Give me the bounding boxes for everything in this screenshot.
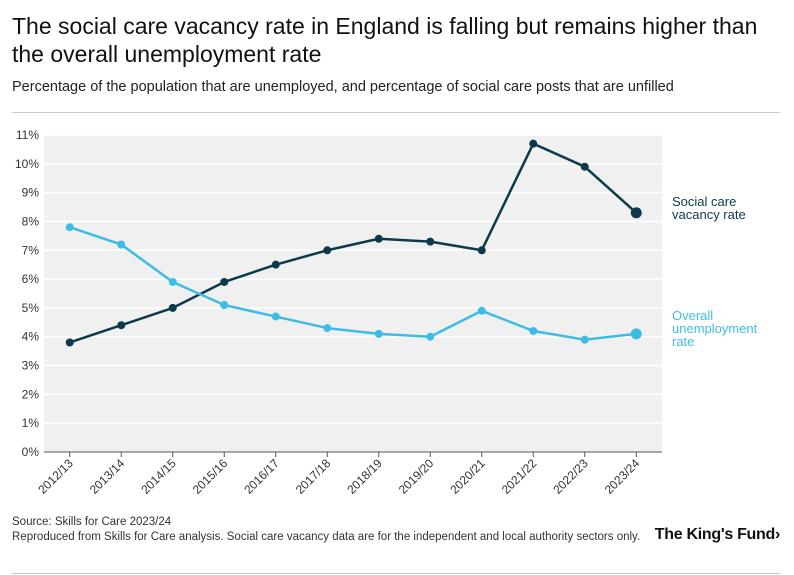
data-point (117, 321, 126, 330)
y-tick-label: 8% (22, 214, 40, 228)
series-label: Social care vacancy rate (672, 194, 746, 222)
x-tick-label: 2015/16 (190, 456, 231, 497)
y-tick-label: 3% (22, 359, 40, 373)
data-point (323, 246, 332, 255)
y-tick-label: 7% (22, 243, 40, 257)
data-point (426, 237, 435, 246)
data-point (271, 260, 280, 269)
series-label-line: Social care (672, 194, 736, 209)
data-point (323, 324, 332, 333)
x-tick-label: 2018/19 (344, 456, 385, 497)
y-tick-label: 9% (22, 186, 40, 200)
source-text: Source: Skills for Care 2023/24 (12, 516, 172, 528)
y-tick-label: 4% (22, 330, 40, 344)
x-tick-label: 2017/18 (293, 456, 334, 497)
x-tick-label: 2022/23 (550, 456, 591, 497)
x-tick-label: 2013/14 (87, 456, 128, 497)
bottom-divider (12, 573, 780, 574)
data-point (477, 246, 486, 255)
series-group (65, 139, 642, 347)
x-axis: 2012/13 2013/14 2014/15 2015/16 2016/17 2017/… (35, 451, 662, 497)
x-tick-label: 2014/15 (138, 456, 179, 497)
gridlines (44, 134, 662, 424)
data-point (580, 162, 589, 171)
y-tick-label: 6% (22, 272, 40, 286)
data-point (477, 306, 486, 315)
data-point (220, 277, 229, 286)
y-axis: 0% 1% 2% 3% 4% 5% 6% 7% 8% 9% 10% 11% (15, 128, 39, 459)
x-tick-label: 2019/20 (396, 456, 437, 497)
series-label: Overall unemployment rate (672, 308, 758, 349)
series-label-line: rate (672, 334, 694, 349)
data-point (168, 277, 177, 286)
data-point (426, 332, 435, 341)
y-tick-label: 1% (22, 416, 40, 430)
data-point (374, 234, 383, 243)
source-block: Source: Skills for Care 2023/24 Reproduc… (12, 515, 642, 545)
data-point (65, 223, 74, 232)
series-line (68, 142, 638, 344)
x-tick-label: 2023/24 (602, 456, 643, 497)
x-tick-label: 2020/21 (447, 456, 488, 497)
data-point (529, 326, 538, 335)
series-label-line: unemployment (672, 321, 758, 336)
data-point (630, 328, 642, 340)
series-labels: Social care vacancy rate Overall unemployme… (672, 194, 758, 349)
x-tick-label: 2021/22 (499, 456, 540, 497)
kings-fund-logo: The King's Fund› (654, 526, 781, 543)
x-tick-label: 2012/13 (35, 456, 76, 497)
y-tick-label: 2% (22, 387, 40, 401)
series-label-line: vacancy rate (672, 207, 746, 222)
data-point (580, 335, 589, 344)
data-point (529, 139, 538, 148)
data-point (220, 301, 229, 310)
y-tick-label: 11% (16, 128, 39, 142)
chart-subtitle: Percentage of the population that are un… (12, 79, 674, 95)
data-point (65, 338, 74, 347)
data-point (271, 312, 280, 321)
data-point (374, 329, 383, 338)
series-label-line: Overall (672, 308, 713, 323)
line-chart: 0% 1% 2% 3% 4% 5% 6% 7% 8% 9% 10% 11% 2012/13 2013/1… (15, 128, 758, 497)
y-tick-label: 0% (22, 445, 40, 459)
plot-background (44, 135, 662, 452)
series-line (68, 225, 638, 341)
y-tick-label: 5% (22, 301, 40, 315)
y-tick-label: 10% (15, 157, 39, 171)
x-tick-label: 2016/17 (241, 456, 282, 497)
source-note: Reproduced from Skills for Care analysis… (12, 531, 641, 543)
data-point (168, 303, 177, 312)
chart-title: The social care vacancy rate in England … (12, 13, 758, 67)
top-divider (12, 112, 780, 113)
data-point (117, 240, 126, 249)
data-point (630, 207, 642, 219)
